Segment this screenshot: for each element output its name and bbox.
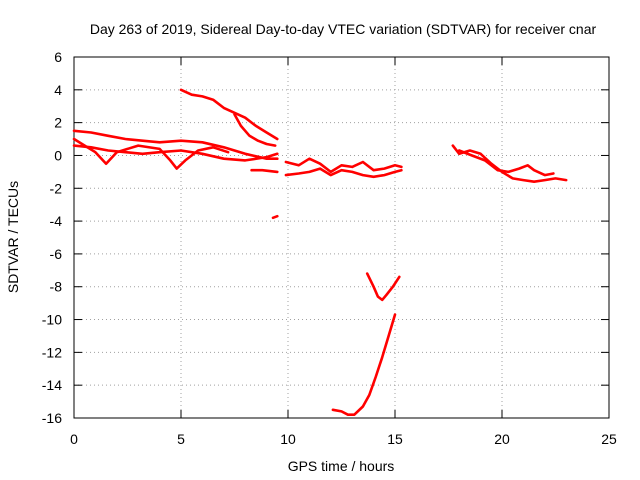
y-tick-label: -4 (50, 213, 63, 229)
chart-title: Day 263 of 2019, Sidereal Day-to-day VTE… (90, 21, 597, 37)
y-tick-label: -14 (42, 377, 62, 393)
series-layer (72, 88, 568, 416)
y-tick-label: -8 (50, 279, 63, 295)
y-tick-label: -10 (42, 312, 62, 328)
x-tick-label: 10 (280, 431, 296, 447)
series-track-6 (250, 168, 279, 174)
plot-frame (73, 56, 610, 419)
x-tick-label: 15 (387, 431, 403, 447)
series-track-10 (365, 272, 401, 302)
x-tick-label: 5 (177, 431, 185, 447)
x-tick-label: 20 (494, 431, 510, 447)
series-track-5 (233, 113, 277, 147)
y-tick-label: 6 (54, 49, 62, 65)
axis-ticks (73, 56, 610, 419)
x-axis-label: GPS time / hours (288, 458, 395, 474)
series-track-12 (451, 144, 568, 183)
y-tick-label: -12 (42, 344, 62, 360)
y-tick-labels: -16 -14 -12 -10 -8 -6 -4 -2 0 2 4 6 (42, 49, 62, 426)
y-tick-label: 4 (54, 82, 62, 98)
x-tick-label: 0 (70, 431, 78, 447)
x-tick-labels: 0 5 10 15 20 25 (70, 431, 617, 447)
y-tick-label: -2 (50, 180, 63, 196)
series-track-9 (284, 167, 403, 179)
y-tick-label: -6 (50, 246, 63, 262)
series-track-3 (72, 137, 230, 170)
series-track-13 (457, 149, 555, 177)
y-tick-label: -16 (42, 410, 62, 426)
series-track-2 (72, 144, 279, 162)
y-tick-label: 2 (54, 115, 62, 131)
series-track-1 (72, 129, 279, 160)
series-track-11 (331, 313, 397, 416)
grid-lines (74, 57, 609, 418)
series-track-4 (179, 88, 279, 141)
x-tick-label: 25 (601, 431, 617, 447)
y-axis-label: SDTVAR / TECUs (5, 181, 21, 293)
series-track-8 (284, 157, 403, 174)
series-track-7 (271, 214, 279, 220)
y-tick-label: 0 (54, 147, 62, 163)
